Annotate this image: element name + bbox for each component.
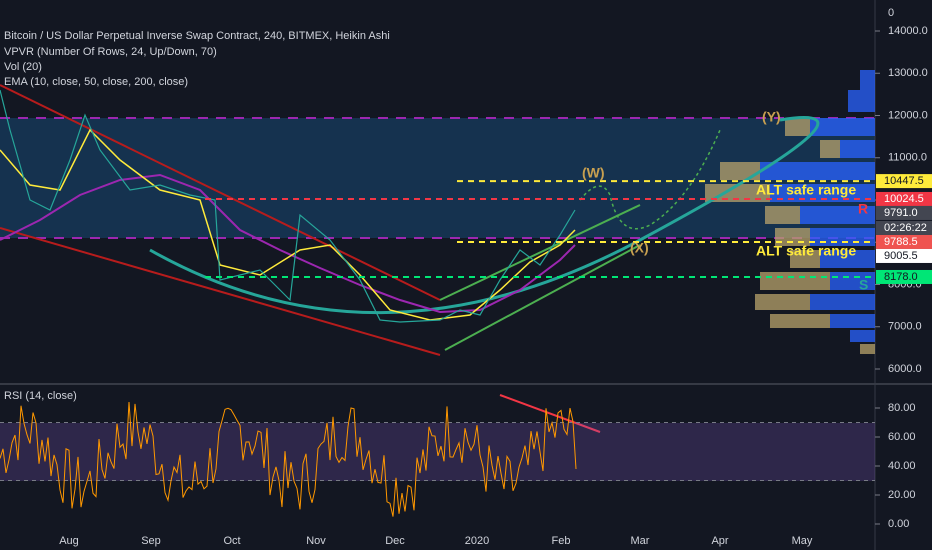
time-label: Apr xyxy=(711,535,728,547)
price-tag xyxy=(876,174,932,189)
time-label: Mar xyxy=(631,535,650,547)
volume-axis-label: 0 xyxy=(888,7,894,19)
indicator: VPVR (Number Of Rows, 24, Up/Down, 70) xyxy=(4,46,217,58)
indicator: EMA (10, close, 50, close, 200, close) xyxy=(4,76,188,88)
price-tick-label: 13000.0 xyxy=(888,67,928,79)
wave-label: (X) xyxy=(630,240,649,256)
rsi-tick-label: 60.00 xyxy=(888,431,916,443)
arc xyxy=(149,116,820,314)
countdown: 02:26:22 xyxy=(884,222,927,234)
price-tag-label: 10024.5 xyxy=(884,193,924,205)
annotation: ALT safe range xyxy=(756,243,856,259)
channel-lower xyxy=(0,227,441,356)
time-label: 2020 xyxy=(465,535,489,547)
green-channel-top xyxy=(439,204,641,301)
time-label: Dec xyxy=(385,535,405,547)
ema-200 xyxy=(0,173,576,314)
projection xyxy=(579,129,721,230)
price-tick-label: 6000.0 xyxy=(888,363,922,375)
price-tick-label: 7000.0 xyxy=(888,321,922,333)
price-tick-label: 12000.0 xyxy=(888,109,928,121)
price xyxy=(0,89,576,323)
rsi-tick-label: 80.00 xyxy=(888,402,916,414)
green-channel-bottom xyxy=(444,244,641,351)
countdown-tag xyxy=(876,220,932,235)
ema-50 xyxy=(0,128,576,321)
rsi-tick-label: 20.00 xyxy=(888,489,916,501)
time-label: Aug xyxy=(59,535,79,547)
price-tag xyxy=(876,205,932,220)
wave-label: (W) xyxy=(582,165,605,181)
annotation: S xyxy=(859,277,868,293)
rsi-tick-label: 0.00 xyxy=(888,518,909,530)
price-tag xyxy=(876,269,932,284)
rsi-trend xyxy=(499,394,601,433)
header-title: Bitcoin / US Dollar Perpetual Inverse Sw… xyxy=(4,30,390,42)
time-label: Sep xyxy=(141,535,161,547)
price-tag-label: 9791.0 xyxy=(884,207,918,219)
time-label: May xyxy=(792,535,813,547)
price-tick-label: 14000.0 xyxy=(888,25,928,37)
time-label: Oct xyxy=(223,535,240,547)
price-tick-label: 11000.0 xyxy=(888,152,927,164)
indicator: Vol (20) xyxy=(4,61,42,73)
annotation: ALT safe range xyxy=(756,182,856,198)
rsi-line xyxy=(0,402,577,517)
price-tag-label: 10447.5 xyxy=(884,175,924,187)
channel-upper xyxy=(0,84,441,301)
price-tag xyxy=(876,234,932,249)
price-tag-label: 9005.5 xyxy=(884,250,918,262)
wave-label: (Y) xyxy=(762,109,781,125)
price-tag-label: 9788.5 xyxy=(884,236,918,248)
price-tag-label: 8178.0 xyxy=(884,271,918,283)
price-tag xyxy=(876,191,932,206)
annotation: R xyxy=(858,201,868,217)
time-label: Feb xyxy=(552,535,571,547)
price-tag xyxy=(876,248,932,263)
rsi-label: RSI (14, close) xyxy=(4,390,77,402)
rsi-tick-label: 40.00 xyxy=(888,460,916,472)
time-label: Nov xyxy=(306,535,326,547)
